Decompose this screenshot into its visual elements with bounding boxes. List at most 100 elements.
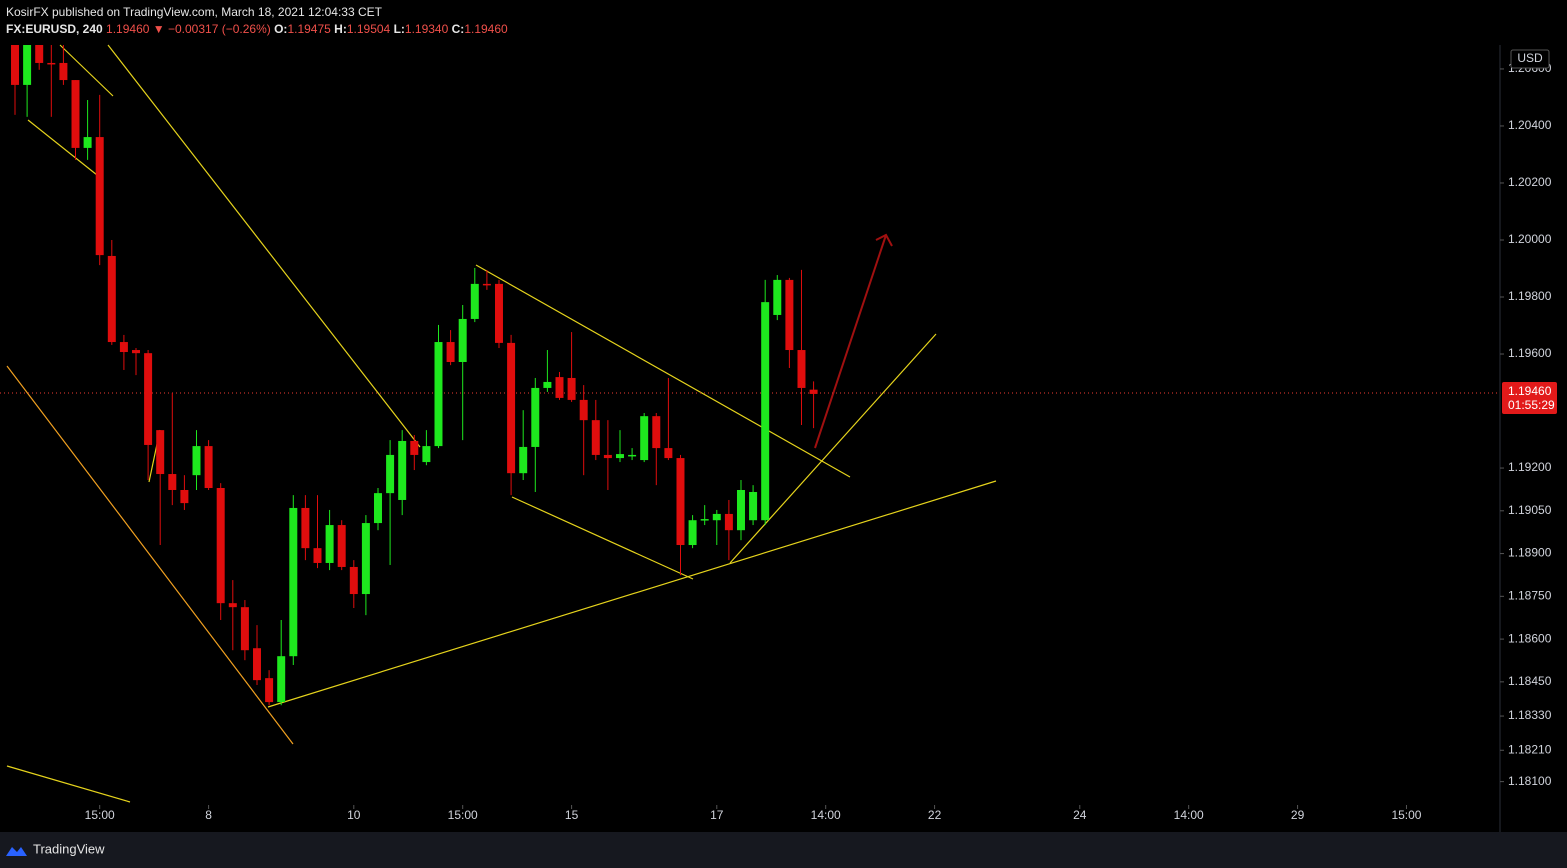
x-tick-label: 29 (1291, 808, 1305, 822)
candle-body (470, 283, 479, 319)
candle-body (628, 454, 637, 457)
candle-body (615, 454, 624, 459)
candle-body (398, 440, 407, 500)
publish-line: KosirFX published on TradingView.com, Ma… (6, 5, 382, 19)
brand: TradingView (33, 841, 105, 856)
y-tick-label: 1.18100 (1508, 774, 1552, 788)
y-tick-label: 1.18330 (1508, 708, 1552, 722)
logo-icon (6, 847, 27, 856)
candle-body (301, 507, 310, 549)
candle-body (386, 454, 395, 494)
ticks: 1.206001.204001.202001.200001.198001.196… (85, 61, 1552, 822)
ohlc-value: 1.19460 (464, 22, 508, 36)
y-tick-label: 1.20000 (1508, 232, 1552, 246)
change: ▼ −0.00317 (−0.26%) (152, 22, 271, 36)
candle-body (446, 342, 455, 362)
candle-body (676, 458, 685, 546)
candle-body (95, 137, 104, 256)
trend-line (107, 44, 421, 448)
currency: USD (1517, 51, 1543, 65)
candle-body (204, 446, 213, 489)
candle-body (144, 353, 153, 445)
currency-box (1510, 49, 1550, 69)
candle-body (555, 377, 564, 398)
candle-body (591, 420, 600, 455)
y-tick-label: 1.18210 (1508, 742, 1552, 756)
drawings (0, 44, 1500, 803)
candle-body (325, 525, 334, 563)
candle-body (71, 80, 80, 148)
candle-body (434, 342, 443, 447)
x-tick-label: 15:00 (85, 808, 115, 822)
candle-body (567, 377, 576, 400)
candle-body (374, 493, 382, 524)
candle-body (11, 45, 19, 85)
candle-body (216, 488, 225, 604)
candle-body (119, 342, 128, 353)
x-tick-label: 22 (928, 808, 942, 822)
x-tick-label: 14:00 (1174, 808, 1204, 822)
y-tick-label: 1.19800 (1508, 289, 1552, 303)
candle-body (458, 318, 467, 362)
candle-body (519, 446, 528, 474)
candle-body (579, 399, 588, 421)
candle-body (700, 519, 709, 521)
y-tick-label: 1.19200 (1508, 460, 1552, 474)
y-tick-label: 1.18900 (1508, 546, 1552, 560)
candle-body (180, 489, 189, 504)
candle-body (422, 446, 431, 463)
candle-body (192, 446, 201, 476)
y-tick-label: 1.18600 (1508, 631, 1552, 645)
arrow-head (875, 233, 893, 247)
candle-body (289, 507, 298, 657)
ohlc-value: 1.19340 (404, 22, 449, 36)
candle-body (59, 62, 68, 81)
candle-body (410, 440, 419, 455)
x-tick-label: 8 (205, 808, 212, 822)
x-tick-label: 15:00 (1391, 808, 1421, 822)
candle-body (313, 548, 322, 563)
candle-body (277, 656, 286, 703)
candle-body (797, 350, 806, 388)
candle-body (543, 381, 552, 388)
y-tick-label: 1.19600 (1508, 346, 1552, 360)
y-tick-label: 1.18750 (1508, 588, 1552, 602)
candle-body (47, 62, 56, 65)
ohlc-key: L: (393, 22, 405, 36)
ohlc-value: 1.19475 (287, 22, 331, 36)
candle-body (156, 430, 165, 475)
candle-body (712, 513, 721, 521)
symbol-line: FX:EURUSD, 240 1.19460 ▼ −0.00317 (−0.26… (6, 21, 508, 38)
ohlc-value: 1.19504 (346, 22, 391, 36)
header: KosirFX published on TradingView.com, Ma… (6, 4, 508, 38)
candle-body (83, 137, 92, 148)
candle-body (761, 302, 770, 521)
candle-body (240, 607, 249, 651)
ohlc: O:1.19475 H:1.19504 L:1.19340 C:1.19460 (271, 22, 508, 36)
candle-body (35, 45, 44, 63)
candle-body (228, 603, 237, 608)
price-label-box (1502, 382, 1557, 414)
y-tick-label: 1.19050 (1508, 503, 1552, 517)
candle-body (773, 279, 782, 315)
trend-line (511, 496, 694, 580)
candle-body (482, 283, 491, 286)
ohlc-key: C: (451, 22, 465, 36)
candle-body (132, 350, 140, 354)
trend-line (729, 333, 937, 564)
candle-body (265, 678, 274, 703)
y-tick-label: 1.20400 (1508, 118, 1552, 132)
footer-bar (0, 832, 1567, 868)
trend-line (267, 480, 997, 708)
candle-body (361, 523, 370, 595)
candle-body (107, 255, 116, 343)
trend-line (6, 365, 294, 745)
candle-body (664, 448, 673, 459)
candle-body (494, 283, 503, 343)
countdown: 01:55:29 (1508, 398, 1555, 412)
candle-body (809, 389, 818, 394)
ohlc-key: H: (334, 22, 347, 36)
candle-body (603, 454, 612, 459)
candle-body (749, 491, 758, 521)
